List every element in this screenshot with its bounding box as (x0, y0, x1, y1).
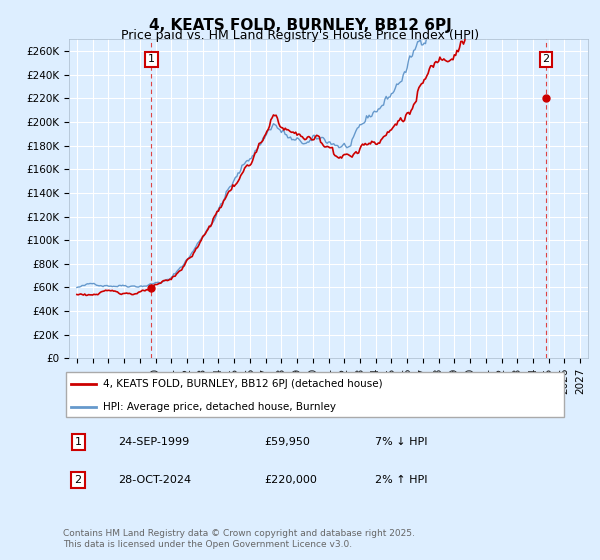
Text: 4, KEATS FOLD, BURNLEY, BB12 6PJ (detached house): 4, KEATS FOLD, BURNLEY, BB12 6PJ (detach… (103, 379, 383, 389)
Text: 28-OCT-2024: 28-OCT-2024 (118, 475, 191, 485)
Text: £220,000: £220,000 (265, 475, 317, 485)
Text: 1: 1 (74, 437, 82, 447)
Text: 7% ↓ HPI: 7% ↓ HPI (376, 437, 428, 447)
Text: 1: 1 (148, 54, 155, 64)
Text: Price paid vs. HM Land Registry's House Price Index (HPI): Price paid vs. HM Land Registry's House … (121, 29, 479, 42)
Text: Contains HM Land Registry data © Crown copyright and database right 2025.
This d: Contains HM Land Registry data © Crown c… (63, 529, 415, 549)
FancyBboxPatch shape (65, 372, 565, 418)
Text: 2% ↑ HPI: 2% ↑ HPI (376, 475, 428, 485)
Text: 4, KEATS FOLD, BURNLEY, BB12 6PJ: 4, KEATS FOLD, BURNLEY, BB12 6PJ (149, 18, 451, 33)
Text: HPI: Average price, detached house, Burnley: HPI: Average price, detached house, Burn… (103, 403, 337, 412)
Text: 24-SEP-1999: 24-SEP-1999 (118, 437, 190, 447)
Text: £59,950: £59,950 (265, 437, 310, 447)
Text: 2: 2 (542, 54, 550, 64)
Text: 2: 2 (74, 475, 82, 485)
